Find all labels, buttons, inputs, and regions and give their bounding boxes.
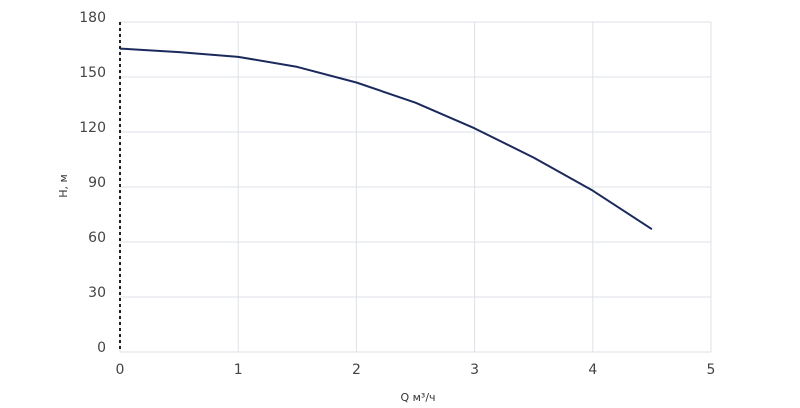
data-line — [119, 47, 653, 231]
x-tick-label: 1 — [234, 362, 243, 378]
y-tick-label: 0 — [97, 340, 106, 356]
x-tick-label: 4 — [588, 362, 597, 378]
y-tick-label: 180 — [79, 10, 106, 26]
y-axis-title: H, м — [57, 174, 70, 198]
x-tick-label: 0 — [116, 362, 125, 378]
x-axis-title: Q м³/ч — [400, 391, 435, 404]
x-tick-label: 3 — [470, 362, 479, 378]
y-tick-label: 90 — [88, 175, 106, 191]
x-tick-label: 5 — [707, 362, 716, 378]
x-tick-label: 2 — [352, 362, 361, 378]
y-tick-label: 60 — [88, 230, 106, 246]
y-tick-label: 150 — [79, 65, 106, 81]
y-tick-label: 120 — [79, 120, 106, 136]
y-tick-label: 30 — [88, 285, 106, 301]
